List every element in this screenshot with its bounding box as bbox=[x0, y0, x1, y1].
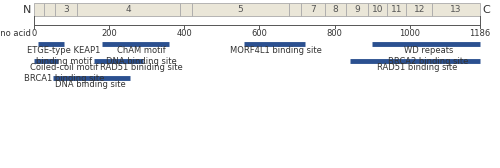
Text: 0: 0 bbox=[31, 29, 36, 38]
Bar bbox=[77, 4, 180, 16]
Text: 11: 11 bbox=[391, 5, 402, 14]
Bar bbox=[325, 4, 346, 16]
Text: WD repeats
BRCA2 binding site: WD repeats BRCA2 binding site bbox=[388, 46, 469, 66]
Bar bbox=[54, 4, 77, 16]
Text: 9: 9 bbox=[354, 5, 360, 14]
Text: RAD51 binding site: RAD51 binding site bbox=[377, 63, 458, 72]
Text: 400: 400 bbox=[176, 29, 192, 38]
Text: ETGE-type KEAP1
binding motif: ETGE-type KEAP1 binding motif bbox=[27, 46, 101, 66]
Text: DNA binding site: DNA binding site bbox=[55, 80, 126, 89]
Bar bbox=[301, 4, 325, 16]
Text: 4: 4 bbox=[126, 5, 132, 14]
Bar bbox=[44, 4, 54, 16]
Bar bbox=[387, 4, 406, 16]
Text: 13: 13 bbox=[450, 5, 462, 14]
Bar bbox=[346, 4, 368, 16]
Text: ChAM motif
DNA binding site: ChAM motif DNA binding site bbox=[106, 46, 176, 66]
Text: 1000: 1000 bbox=[400, 29, 420, 38]
Bar bbox=[192, 4, 290, 16]
Text: N: N bbox=[22, 5, 31, 15]
Text: 12: 12 bbox=[414, 5, 425, 14]
Text: 800: 800 bbox=[326, 29, 342, 38]
Bar bbox=[368, 4, 387, 16]
Text: C: C bbox=[482, 5, 490, 15]
Text: 1186: 1186 bbox=[469, 29, 490, 38]
Text: 8: 8 bbox=[332, 5, 338, 14]
Text: 10: 10 bbox=[372, 5, 384, 14]
Bar bbox=[180, 4, 192, 16]
Text: RAD51 biniding site: RAD51 biniding site bbox=[100, 63, 182, 72]
Bar bbox=[432, 4, 480, 16]
Text: Coiled-coil motif
BRCA1 binding site: Coiled-coil motif BRCA1 binding site bbox=[24, 63, 104, 83]
Text: 5: 5 bbox=[238, 5, 244, 14]
Bar bbox=[290, 4, 301, 16]
Text: 7: 7 bbox=[310, 5, 316, 14]
Bar bbox=[34, 4, 44, 16]
Bar bbox=[406, 4, 432, 16]
Text: 3: 3 bbox=[63, 5, 68, 14]
Text: Amino acid: Amino acid bbox=[0, 29, 31, 38]
Text: MORF4L1 binding site: MORF4L1 binding site bbox=[230, 46, 322, 55]
Text: 200: 200 bbox=[101, 29, 117, 38]
Text: 600: 600 bbox=[252, 29, 268, 38]
